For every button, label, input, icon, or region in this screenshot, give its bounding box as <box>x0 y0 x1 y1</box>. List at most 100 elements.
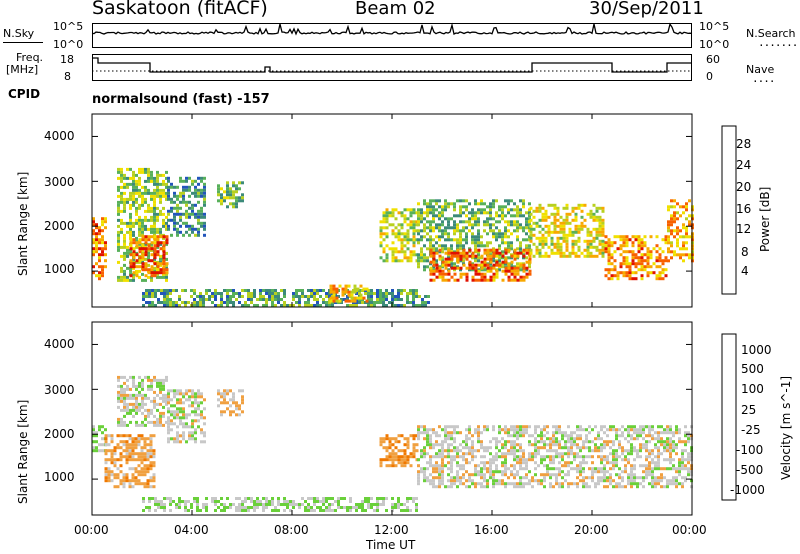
velocity-cell <box>648 431 651 435</box>
power-cell <box>117 212 120 216</box>
power-cell <box>162 244 166 248</box>
velocity-cell <box>660 467 663 471</box>
velocity-cell <box>630 443 633 447</box>
power-cell <box>159 257 162 261</box>
velocity-cell <box>609 446 612 450</box>
velocity-cell <box>232 410 235 414</box>
power-cell <box>468 260 472 264</box>
velocity-cell <box>651 467 654 471</box>
power-cell <box>226 190 229 194</box>
velocity-cell <box>157 500 160 503</box>
power-cell <box>550 236 554 240</box>
velocity-cell <box>217 389 220 393</box>
velocity-cell <box>489 446 492 450</box>
power-cell <box>391 229 395 233</box>
velocity-cell <box>138 405 141 409</box>
velocity-cell <box>504 458 507 462</box>
power-cell <box>165 242 168 246</box>
velocity-cell <box>441 482 444 486</box>
velocity-cell <box>137 464 141 468</box>
power-cell <box>513 275 517 279</box>
velocity-cell <box>256 497 259 500</box>
velocity-cell <box>453 482 456 486</box>
power-cell <box>135 185 138 189</box>
power-cell <box>156 245 159 249</box>
power-cell <box>173 191 176 195</box>
power-cell <box>421 301 424 304</box>
power-cell <box>141 272 144 276</box>
power-cell <box>244 301 247 304</box>
velocity-cell <box>162 414 165 418</box>
velocity-cell <box>609 452 612 456</box>
power-cell <box>400 259 404 263</box>
power-cell <box>486 278 490 282</box>
power-cell <box>120 227 123 231</box>
velocity-cell <box>159 423 162 427</box>
power-cell <box>188 212 191 216</box>
power-cell <box>556 251 560 255</box>
velocity-cell <box>438 434 441 438</box>
velocity-cell <box>141 378 144 382</box>
power-cell <box>423 253 426 257</box>
velocity-cell <box>301 503 304 506</box>
power-cell <box>359 296 363 300</box>
velocity-cell <box>116 485 120 489</box>
velocity-cell <box>495 464 498 468</box>
power-cell <box>126 275 129 279</box>
power-cell <box>510 244 513 248</box>
power-cell <box>101 250 104 254</box>
power-cell <box>332 284 336 288</box>
power-cell <box>147 251 150 255</box>
velocity-cell <box>528 470 531 474</box>
velocity-cell <box>591 449 594 453</box>
velocity-cell <box>570 440 573 444</box>
velocity-cell <box>120 423 123 427</box>
power-cell <box>150 230 153 234</box>
power-cell <box>453 208 456 212</box>
velocity-cell <box>143 485 147 489</box>
power-cell <box>544 215 548 219</box>
velocity-cell <box>406 461 410 465</box>
velocity-cell <box>391 452 395 456</box>
velocity-cell <box>450 482 453 486</box>
power-cell <box>98 241 101 245</box>
power-cell <box>117 170 120 174</box>
power-cell <box>203 188 206 192</box>
power-cell <box>471 208 474 212</box>
power-cell <box>501 241 504 245</box>
velocity-cell <box>432 443 435 447</box>
velocity-cell <box>477 440 480 444</box>
power-cell <box>135 212 138 216</box>
velocity-cell <box>200 431 203 435</box>
velocity-cell <box>232 401 235 405</box>
velocity-cell <box>525 467 528 471</box>
power-cell <box>147 238 151 242</box>
power-cell <box>153 235 157 239</box>
power-cell <box>253 289 256 292</box>
power-cell <box>655 235 659 239</box>
velocity-cell <box>474 473 477 477</box>
power-cell <box>132 221 135 225</box>
power-cell <box>178 298 181 301</box>
velocity-cell <box>423 431 426 435</box>
power-cell <box>613 241 617 245</box>
velocity-cell <box>153 414 156 418</box>
velocity-cell <box>232 398 235 402</box>
velocity-cell <box>397 449 401 453</box>
velocity-cell <box>555 479 558 483</box>
velocity-cell <box>510 482 513 486</box>
velocity-cell <box>474 449 477 453</box>
velocity-cell <box>522 458 525 462</box>
power-cell <box>655 274 659 278</box>
power-cell <box>92 217 95 221</box>
velocity-cell <box>165 399 168 403</box>
power-cell <box>438 199 441 203</box>
velocity-cell <box>681 467 684 471</box>
power-cell <box>394 208 398 212</box>
velocity-cell <box>191 419 194 423</box>
velocity-cell <box>420 449 423 453</box>
velocity-cell <box>117 390 120 394</box>
velocity-cell <box>465 458 468 462</box>
power-cell <box>580 251 584 255</box>
velocity-cell <box>564 479 567 483</box>
